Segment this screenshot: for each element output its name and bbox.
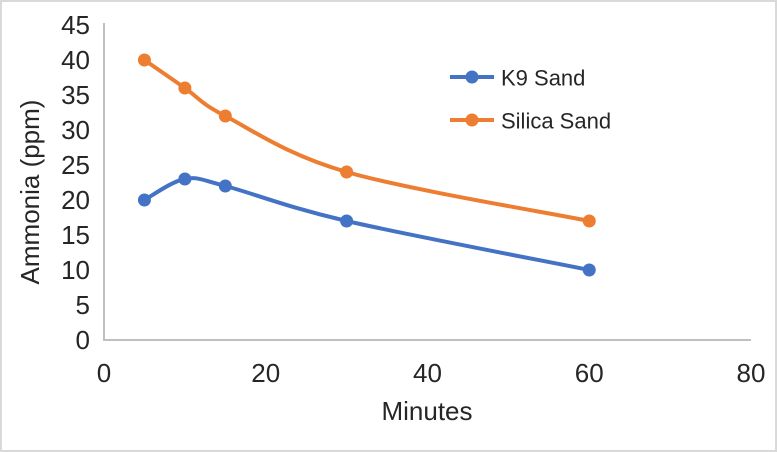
y-tick-label-30: 30 xyxy=(61,115,90,145)
y-tick-label-35: 35 xyxy=(61,80,90,110)
y-tick-label-5: 5 xyxy=(76,290,90,320)
data-point-silica-sand-x15 xyxy=(218,109,232,123)
legend-label-k9-sand: K9 Sand xyxy=(501,66,585,91)
y-tick-label-15: 15 xyxy=(61,220,90,250)
data-point-silica-sand-x30 xyxy=(340,165,354,179)
legend: K9 Sand Silica Sand xyxy=(450,66,611,134)
y-tick-label-45: 45 xyxy=(61,10,90,40)
y-tick-label-25: 25 xyxy=(61,150,90,180)
data-point-silica-sand-x60 xyxy=(582,214,596,228)
data-point-k9-sand-x10 xyxy=(178,172,192,186)
legend-marker-silica-sand xyxy=(465,113,479,127)
data-point-k9-sand-x5 xyxy=(137,193,151,207)
y-tick-label-10: 10 xyxy=(61,255,90,285)
x-tick-label-0: 0 xyxy=(97,358,111,388)
data-point-k9-sand-x15 xyxy=(218,179,232,193)
axes-layer: 0 5 10 15 20 25 30 35 40 45 0 20 40 60 80 xyxy=(61,10,765,388)
y-axis-title: Ammonia (ppm) xyxy=(15,100,45,285)
data-point-k9-sand-x60 xyxy=(582,263,596,277)
data-point-silica-sand-x10 xyxy=(178,81,192,95)
x-tick-label-60: 60 xyxy=(575,358,604,388)
y-tick-label-40: 40 xyxy=(61,45,90,75)
x-tick-label-80: 80 xyxy=(737,358,766,388)
legend-label-silica-sand: Silica Sand xyxy=(501,109,611,134)
y-tick-label-0: 0 xyxy=(76,325,90,355)
data-point-k9-sand-x30 xyxy=(340,214,354,228)
x-tick-label-20: 20 xyxy=(251,358,280,388)
x-tick-label-40: 40 xyxy=(413,358,442,388)
series-line-k9-sand xyxy=(142,176,592,272)
y-tick-label-20: 20 xyxy=(61,185,90,215)
legend-marker-k9-sand xyxy=(465,70,479,84)
series-layer xyxy=(137,53,596,277)
data-point-silica-sand-x5 xyxy=(137,53,151,67)
x-axis-title: Minutes xyxy=(381,396,472,426)
